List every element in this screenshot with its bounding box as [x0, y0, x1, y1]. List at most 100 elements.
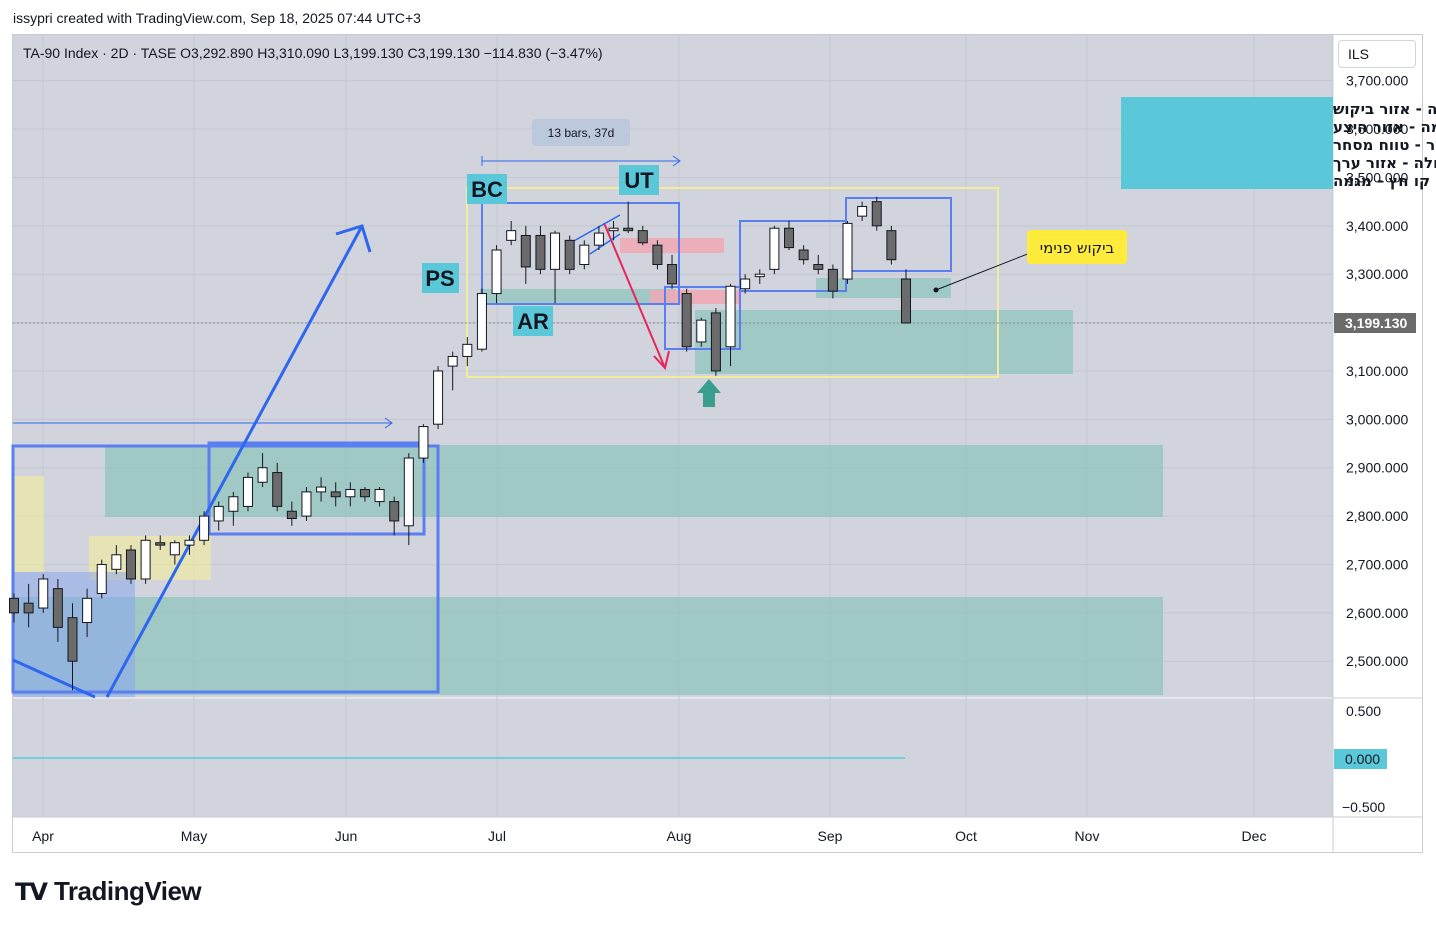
candle — [564, 235, 575, 275]
candle — [827, 264, 838, 299]
candle — [272, 462, 283, 512]
candle — [462, 337, 473, 367]
legend-note-line: מלבן - מבנה מחיר - טווח מסחר — [1333, 136, 1436, 154]
currency-selector[interactable]: ILS — [1338, 40, 1416, 68]
candle-body — [301, 491, 312, 517]
candle — [96, 559, 107, 599]
candle-body — [623, 227, 634, 232]
candle — [38, 574, 49, 613]
candle-body — [359, 488, 370, 498]
price-tick-label: 2,500.000 — [1346, 653, 1408, 669]
candle — [67, 603, 78, 691]
candle — [637, 225, 648, 246]
candle-body — [593, 232, 604, 246]
candle-body — [520, 234, 531, 268]
candle — [550, 230, 561, 304]
candle-body — [842, 222, 853, 280]
oscillator-axis: 0.500 −0.500 0.000 — [1334, 703, 1387, 815]
candlestick-series — [9, 196, 911, 691]
tradingview-wordmark: TradingView — [53, 876, 202, 906]
value-zone-left — [13, 476, 44, 572]
legend-note-line: מה סגולה / כחולה - אזור ערך — [1333, 154, 1436, 172]
candle-body — [798, 249, 809, 261]
candle-body — [272, 472, 283, 507]
price-tick-label: 3,600.000 — [1346, 121, 1408, 137]
candle — [579, 240, 590, 270]
candle — [769, 225, 780, 275]
time-tick-label: Aug — [667, 828, 692, 844]
time-tick-label: Oct — [955, 828, 977, 844]
candle-body — [681, 293, 692, 348]
candle-body — [96, 563, 107, 595]
candle-body — [886, 230, 897, 261]
candle — [901, 269, 911, 324]
callout-connector — [935, 252, 1031, 291]
candle — [257, 453, 268, 488]
candle — [169, 540, 180, 565]
bars-measure-label: 13 bars, 37d — [548, 126, 615, 140]
time-tick-label: Dec — [1242, 828, 1267, 844]
candle-body — [345, 488, 356, 498]
tradingview-logo-icon: TV — [15, 877, 48, 906]
time-tick-label: Apr — [32, 828, 54, 844]
candle-body — [462, 343, 473, 357]
price-tick-label: 2,900.000 — [1346, 460, 1408, 476]
candle-body — [67, 617, 78, 662]
candle-body — [579, 244, 590, 266]
spring-up-arrow — [697, 379, 721, 407]
label-ut: UT — [624, 168, 654, 193]
candle — [710, 308, 721, 376]
time-tick-label: Jul — [488, 828, 506, 844]
candle-body — [389, 501, 400, 522]
candle — [725, 283, 736, 367]
candle — [403, 453, 414, 546]
candle-body — [418, 426, 429, 459]
candle-body — [564, 239, 575, 270]
candle-body — [125, 549, 136, 580]
candle-body — [213, 505, 224, 522]
time-axis[interactable] — [13, 818, 1422, 852]
candle — [784, 220, 795, 251]
price-axis[interactable] — [1334, 35, 1422, 818]
candle — [242, 472, 253, 512]
candle-body — [608, 227, 619, 232]
range-boxes — [11, 187, 999, 694]
time-axis-ticks: Apr May Jun Jul Aug Sep Oct Nov Dec — [32, 828, 1266, 844]
chart-credit: issypri created with TradingView.com, Se… — [13, 10, 421, 26]
candle — [447, 351, 458, 391]
candle — [82, 588, 93, 638]
candle-body — [725, 285, 736, 348]
candle-body — [754, 273, 765, 278]
candle — [125, 545, 136, 584]
demand-zone-upper — [695, 310, 1073, 374]
candle-body — [857, 205, 868, 217]
trend-arrow-down-left — [12, 658, 96, 699]
candle — [330, 482, 341, 507]
plot-area[interactable] — [13, 35, 1333, 697]
candle-body — [769, 227, 780, 270]
yellow-range-box — [466, 187, 999, 378]
candle — [886, 225, 897, 265]
candle-body — [257, 467, 268, 483]
candle-body — [476, 293, 487, 350]
candle — [23, 583, 34, 628]
demand-zone-sep — [816, 278, 951, 298]
candle — [871, 196, 882, 231]
supply-zone-jul — [620, 238, 724, 253]
candle — [798, 245, 809, 265]
candle-body — [38, 578, 49, 609]
candle — [740, 274, 751, 294]
price-tick-label: 3,400.000 — [1346, 218, 1408, 234]
legend-note-line: רצועה אדומה - אזור היצע — [1333, 118, 1436, 136]
candle-body — [696, 319, 707, 343]
time-tick-label: Nov — [1075, 828, 1100, 844]
candle — [389, 496, 400, 536]
supply-zone-aug — [650, 290, 740, 304]
candle — [857, 201, 868, 221]
tradingview-logo[interactable]: TV TradingView — [15, 876, 202, 907]
price-tick-label: 3,000.000 — [1346, 411, 1408, 427]
candle-body — [374, 488, 385, 503]
candle-body — [155, 542, 166, 546]
candle — [316, 477, 327, 502]
